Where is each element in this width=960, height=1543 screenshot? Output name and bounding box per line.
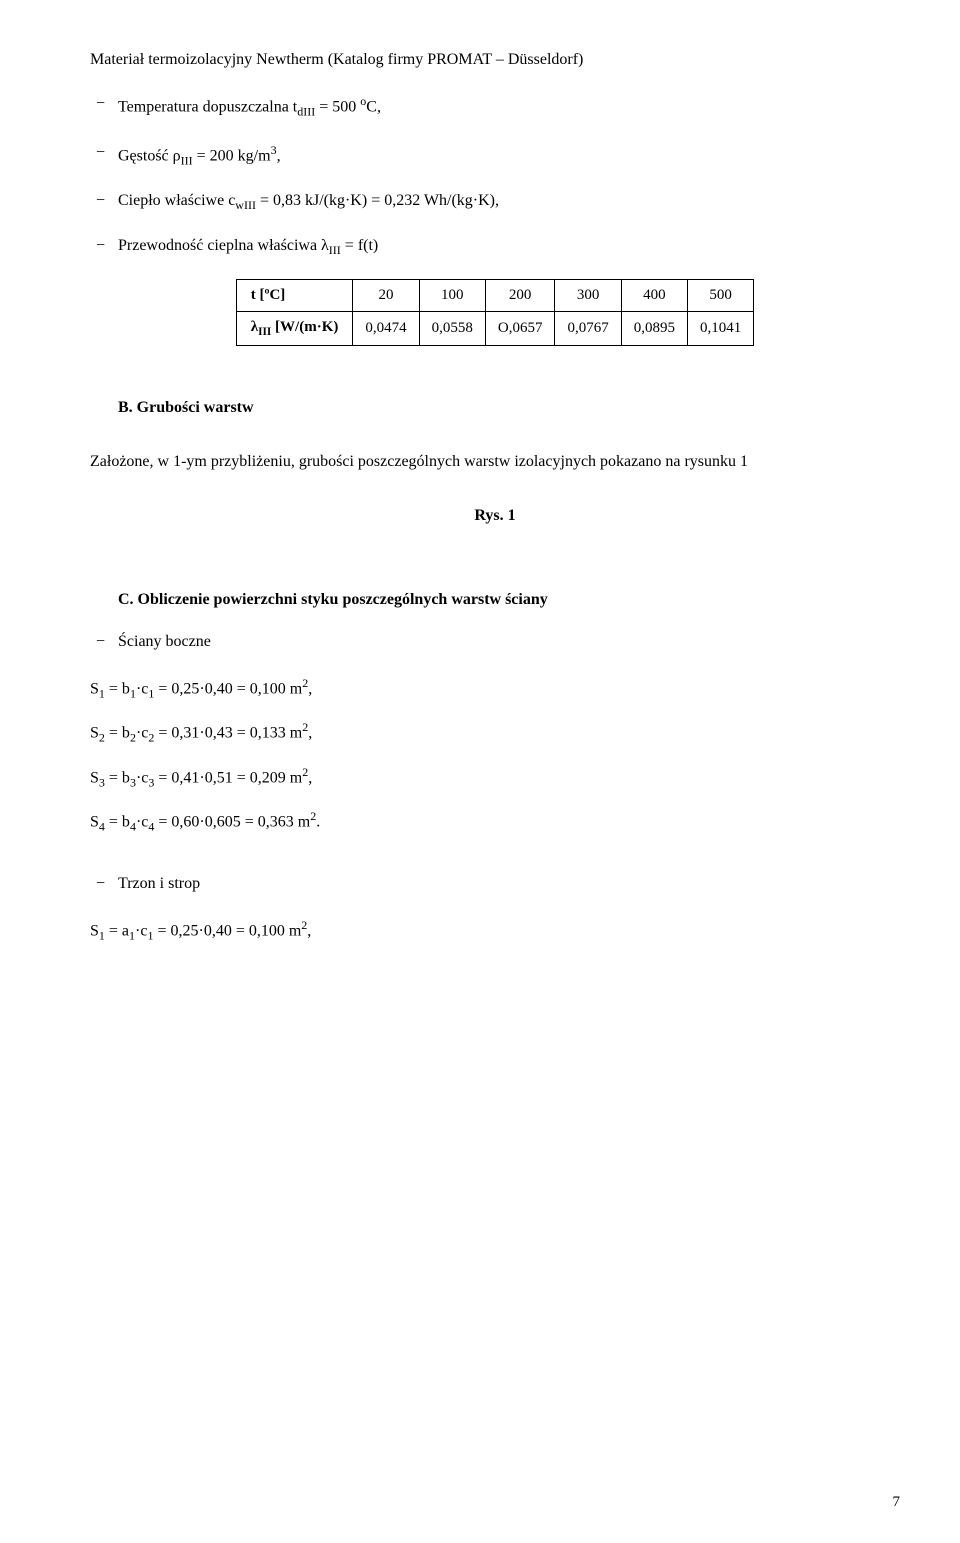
eq-s2: S2 = b2·c2 = 0,31·0,43 = 0,133 m2, [90, 718, 900, 747]
conductivity-table: t [ºC] 20 100 200 300 400 500 λIII [W/(m… [236, 279, 754, 345]
row-label: λIII [W/(m·K) [236, 311, 353, 345]
col-4: 400 [621, 280, 687, 312]
val-5: 0,1041 [687, 311, 753, 345]
side-wall-equations: S1 = b1·c1 = 0,25·0,40 = 0,100 m2, S2 = … [90, 674, 900, 836]
val-4: 0,0895 [621, 311, 687, 345]
prop-specific-heat: Ciepło właściwe cwIII = 0,83 kJ/(kg·K) =… [90, 189, 900, 214]
doc-title: Materiał termoizolacyjny Newtherm (Katal… [90, 48, 900, 72]
col-2: 200 [485, 280, 555, 312]
item-trzon-strop: Trzon i strop [90, 872, 900, 896]
val-1: 0,0558 [419, 311, 485, 345]
section-c-heading: C. Obliczenie powierzchni styku poszczeg… [118, 588, 900, 612]
eq-trzon-s1: S1 = a1·c1 = 0,25·0,40 = 0,100 m2, [90, 916, 900, 945]
material-properties-list: Temperatura dopuszczalna tdIII = 500 oC,… [90, 92, 900, 259]
eq-s3: S3 = b3·c3 = 0,41·0,51 = 0,209 m2, [90, 763, 900, 792]
val-0: 0,0474 [353, 311, 419, 345]
item-sciany-boczne: Ściany boczne [90, 630, 900, 654]
section-c-list-1: Ściany boczne [90, 630, 900, 654]
page-number: 7 [893, 1491, 901, 1514]
trzon-equations: S1 = a1·c1 = 0,25·0,40 = 0,100 m2, [90, 916, 900, 945]
val-3: 0,0767 [555, 311, 621, 345]
table-row: λIII [W/(m·K) 0,0474 0,0558 O,0657 0,076… [236, 311, 753, 345]
val-2: O,0657 [485, 311, 555, 345]
eq-s4: S4 = b4·c4 = 0,60·0,605 = 0,363 m2. [90, 807, 900, 836]
col-3: 300 [555, 280, 621, 312]
eq-s1: S1 = b1·c1 = 0,25·0,40 = 0,100 m2, [90, 674, 900, 703]
col-1: 100 [419, 280, 485, 312]
section-c-list-2: Trzon i strop [90, 872, 900, 896]
section-b-heading: B. Grubości warstw [118, 396, 900, 420]
prop-temperature: Temperatura dopuszczalna tdIII = 500 oC, [90, 92, 900, 121]
prop-conductivity: Przewodność cieplna właściwa λIII = f(t) [90, 234, 900, 259]
col-0: 20 [353, 280, 419, 312]
figure-label: Rys. 1 [90, 504, 900, 528]
hdr-label: t [ºC] [236, 280, 353, 312]
col-5: 500 [687, 280, 753, 312]
table-row: t [ºC] 20 100 200 300 400 500 [236, 280, 753, 312]
prop-density: Gęstość ρIII = 200 kg/m3, [90, 141, 900, 170]
section-b-body: Założone, w 1-ym przybliżeniu, grubości … [90, 450, 900, 474]
